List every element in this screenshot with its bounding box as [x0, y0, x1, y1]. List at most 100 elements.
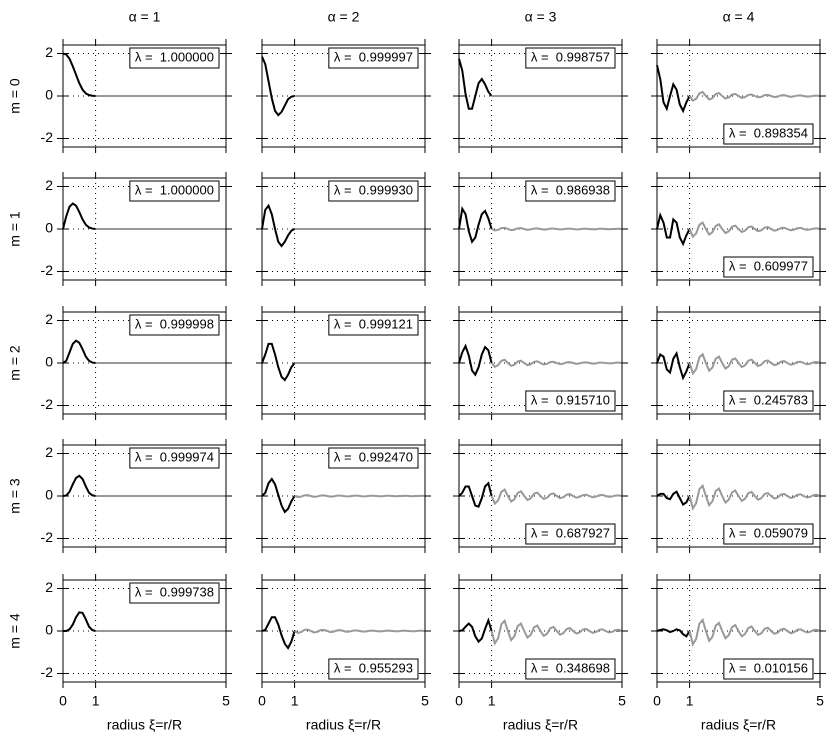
panel: λ = 0.609977: [651, 172, 826, 286]
annotation-box: [723, 390, 814, 412]
curve: [62, 474, 96, 497]
annotation: λ = 0.609977: [729, 258, 808, 273]
annotation-box: [129, 582, 220, 604]
x-tick-label: 0: [258, 693, 266, 709]
plot-frame: [261, 444, 426, 548]
annotation-box: [328, 180, 419, 202]
annotation-box: [723, 658, 814, 680]
panel: λ = 0.915710: [453, 306, 628, 420]
x-tick-label: 5: [421, 693, 429, 709]
curve: [261, 56, 295, 117]
annotation: λ = 0.992470: [334, 449, 413, 464]
y-tick-label: -2: [41, 529, 54, 545]
plot-frame: [458, 311, 623, 415]
column-title: α = 4: [723, 9, 755, 25]
plot-frame: [261, 311, 426, 415]
curve: [656, 628, 691, 638]
annotation: λ = 0.999738: [135, 584, 214, 599]
plot-frame: [458, 177, 623, 281]
annotation-box: [723, 256, 814, 278]
curve: [688, 352, 821, 376]
x-tick-label: 5: [222, 693, 230, 709]
row-label: m = 2: [7, 345, 23, 381]
panel: λ = 0.245783: [651, 306, 826, 420]
panel: λ = 0.998757: [453, 39, 628, 153]
y-tick-label: -2: [41, 396, 54, 412]
x-axis-label: radius ξ=r/R: [701, 717, 776, 733]
x-tick-label: 0: [59, 693, 67, 709]
row-label: m = 1: [7, 211, 23, 247]
annotation-box: [328, 314, 419, 336]
plot-frame: [656, 177, 821, 281]
curve: [294, 494, 426, 499]
curve: [261, 477, 296, 514]
curve: [261, 342, 296, 382]
annotation-box: [525, 390, 616, 412]
curve: [62, 52, 96, 97]
panel: λ = 0.999997: [256, 39, 431, 153]
panel: 0 1 5 radius ξ=r/R λ = 0.348698: [453, 574, 628, 733]
annotation: λ = 0.999121: [334, 316, 413, 331]
annotation: λ = 0.059079: [729, 525, 808, 540]
annotation-box: [129, 314, 220, 336]
plot-frame: [62, 44, 227, 148]
panel: λ = 0.986938: [453, 172, 628, 286]
y-tick-label: 0: [45, 622, 53, 638]
row-label: m = 4: [7, 613, 23, 649]
annotation: λ = 0.915710: [531, 392, 610, 407]
x-tick-label: 1: [291, 693, 299, 709]
y-tick-label: 0: [45, 220, 53, 236]
curve: [688, 221, 821, 239]
x-axis-label: radius ξ=r/R: [503, 717, 578, 733]
plot-frame: [656, 44, 821, 148]
annotation: λ = 0.010156: [729, 660, 808, 675]
annotation: λ = 0.998757: [531, 49, 610, 64]
y-tick-label: 2: [45, 579, 53, 595]
annotation: λ = 0.999998: [135, 316, 214, 331]
curve: [491, 226, 623, 232]
x-tick-label: 0: [653, 693, 661, 709]
curve: [490, 358, 623, 369]
plot-frame: [458, 444, 623, 548]
curve: [490, 618, 623, 646]
y-tick-label: -2: [41, 129, 54, 145]
column-title: α = 2: [328, 9, 360, 25]
curve: [490, 488, 623, 506]
annotation-box: [525, 523, 616, 545]
panel: λ = 0.059079: [651, 439, 826, 553]
column-title: α = 1: [129, 9, 161, 25]
annotation: λ = 0.986938: [531, 182, 610, 197]
x-tick-label: 5: [618, 693, 626, 709]
annotation: λ = 0.999997: [334, 49, 413, 64]
y-tick-label: 0: [45, 87, 53, 103]
annotation-box: [129, 47, 220, 69]
x-axis-label: radius ξ=r/R: [306, 717, 381, 733]
plot-frame: [62, 579, 227, 683]
column-title: α = 3: [525, 9, 557, 25]
curve: [656, 350, 691, 381]
curve: [261, 616, 296, 650]
annotation: λ = 0.245783: [729, 392, 808, 407]
plot-frame: [656, 579, 821, 683]
curve: [458, 343, 493, 377]
x-tick-label: 0: [455, 693, 463, 709]
panel: -2 0 2 λ = 0.999974: [41, 439, 232, 553]
curve: [656, 64, 691, 114]
row-label: m = 0: [7, 78, 23, 114]
y-tick-label: 0: [45, 354, 53, 370]
x-tick-label: 1: [686, 693, 694, 709]
y-tick-label: -2: [41, 664, 54, 680]
annotation-box: [129, 447, 220, 469]
y-tick-label: 2: [45, 311, 53, 327]
annotation: λ = 0.687927: [531, 525, 610, 540]
x-tick-label: 5: [816, 693, 824, 709]
panel: -2 0 2 λ = 1.000000: [41, 39, 232, 153]
plot-frame: [62, 444, 227, 548]
curve: [656, 212, 691, 247]
panel: 0 1 5 radius ξ=r/R λ = 0.010156: [651, 574, 826, 733]
annotation: λ = 0.999930: [334, 182, 413, 197]
curve: [688, 90, 821, 103]
curve: [62, 339, 96, 364]
panel: λ = 0.687927: [453, 439, 628, 553]
